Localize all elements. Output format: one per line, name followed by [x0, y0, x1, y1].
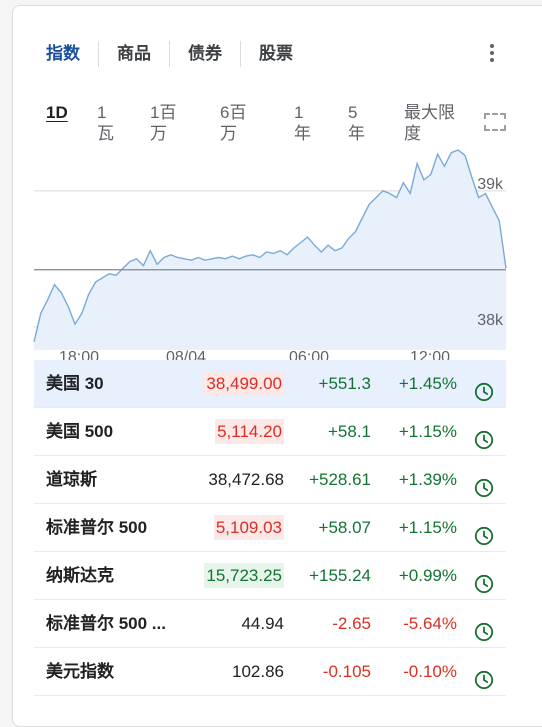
- quote-name: 美国 30: [46, 374, 104, 393]
- tab-indices[interactable]: 指数: [46, 44, 80, 63]
- market-tabs: 指数 商品 债券 股票: [34, 40, 311, 68]
- quote-price: 15,723.25: [204, 563, 284, 588]
- quote-percent-change: -5.64%: [403, 614, 457, 633]
- quote-price: 38,472.68: [208, 470, 284, 489]
- quote-row[interactable]: 标准普尔 500 5,109.03 +58.07 +1.15%: [34, 504, 506, 552]
- chart-type-icon[interactable]: [484, 113, 506, 131]
- quote-row[interactable]: 美元指数 102.86 -0.105 -0.10%: [34, 648, 506, 696]
- quote-price: 5,109.03: [213, 515, 284, 540]
- quote-change: +528.61: [309, 470, 371, 489]
- y-tick-label: 39k: [477, 176, 504, 193]
- quote-row[interactable]: 纳斯达克 15,723.25 +155.24 +0.99%: [34, 552, 506, 600]
- price-line: [33, 149, 507, 342]
- quote-name: 纳斯达克: [46, 566, 114, 585]
- clock-icon: [474, 421, 494, 450]
- quote-name: 道琼斯: [46, 470, 97, 489]
- quote-percent-change: -0.10%: [403, 662, 457, 681]
- quote-percent-change: +0.99%: [398, 566, 457, 585]
- clock-icon: [474, 469, 494, 498]
- quote-name: 美国 500: [46, 422, 114, 441]
- time-range-selector: 1D 1 瓦 1百 万 6百 万 1 年 5 年 最大限 度: [0, 102, 542, 148]
- quote-percent-change: +1.39%: [398, 470, 457, 489]
- range-max[interactable]: 最大限 度: [404, 103, 455, 143]
- range-1w[interactable]: 1 瓦: [97, 103, 114, 143]
- quote-price: 44.94: [241, 614, 284, 633]
- range-1d[interactable]: 1D: [46, 103, 68, 122]
- range-1y[interactable]: 1 年: [294, 103, 311, 143]
- quote-percent-change: +1.15%: [398, 422, 457, 441]
- quote-name: 美元指数: [46, 662, 114, 681]
- quote-change: +58.1: [327, 422, 371, 441]
- quote-percent-change: +1.15%: [398, 518, 457, 537]
- quote-price: 38,499.00: [204, 371, 284, 396]
- quote-change: +155.24: [309, 566, 371, 585]
- quotes-table: 美国 30 38,499.00 +551.3 +1.45% 美国 500 5,114.20…: [34, 360, 506, 696]
- quote-change: -0.105: [322, 662, 371, 681]
- quote-price: 5,114.20: [215, 419, 284, 444]
- clock-icon: [474, 373, 494, 402]
- quote-row[interactable]: 道琼斯 38,472.68 +528.61 +1.39%: [34, 456, 506, 504]
- tab-stocks[interactable]: 股票: [240, 41, 311, 67]
- more-options-icon[interactable]: [482, 40, 502, 66]
- quote-row[interactable]: 标准普尔 500 ... 44.94 -2.65 -5.64%: [34, 600, 506, 648]
- quote-change: +551.3: [318, 374, 371, 393]
- quote-row[interactable]: 美国 30 38,499.00 +551.3 +1.45%: [34, 360, 506, 408]
- clock-icon: [474, 565, 494, 594]
- quote-row[interactable]: 美国 500 5,114.20 +58.1 +1.15%: [34, 408, 506, 456]
- clock-icon: [474, 661, 494, 690]
- quote-percent-change: +1.45%: [398, 374, 457, 393]
- price-area: [34, 150, 506, 350]
- quote-price: 102.86: [232, 662, 284, 681]
- quote-change: -2.65: [332, 614, 371, 633]
- tab-commodities[interactable]: 商品: [98, 41, 169, 67]
- clock-icon: [474, 613, 494, 642]
- range-5y[interactable]: 5 年: [348, 103, 365, 143]
- quote-change: +58.07: [318, 518, 371, 537]
- quote-name: 标准普尔 500: [46, 518, 148, 537]
- y-tick-label: 38k: [477, 312, 504, 329]
- range-1m[interactable]: 1百 万: [150, 103, 177, 143]
- range-6m[interactable]: 6百 万: [220, 103, 247, 143]
- quote-name: 标准普尔 500 ...: [46, 614, 166, 633]
- clock-icon: [474, 517, 494, 546]
- tab-bonds[interactable]: 债券: [169, 41, 240, 67]
